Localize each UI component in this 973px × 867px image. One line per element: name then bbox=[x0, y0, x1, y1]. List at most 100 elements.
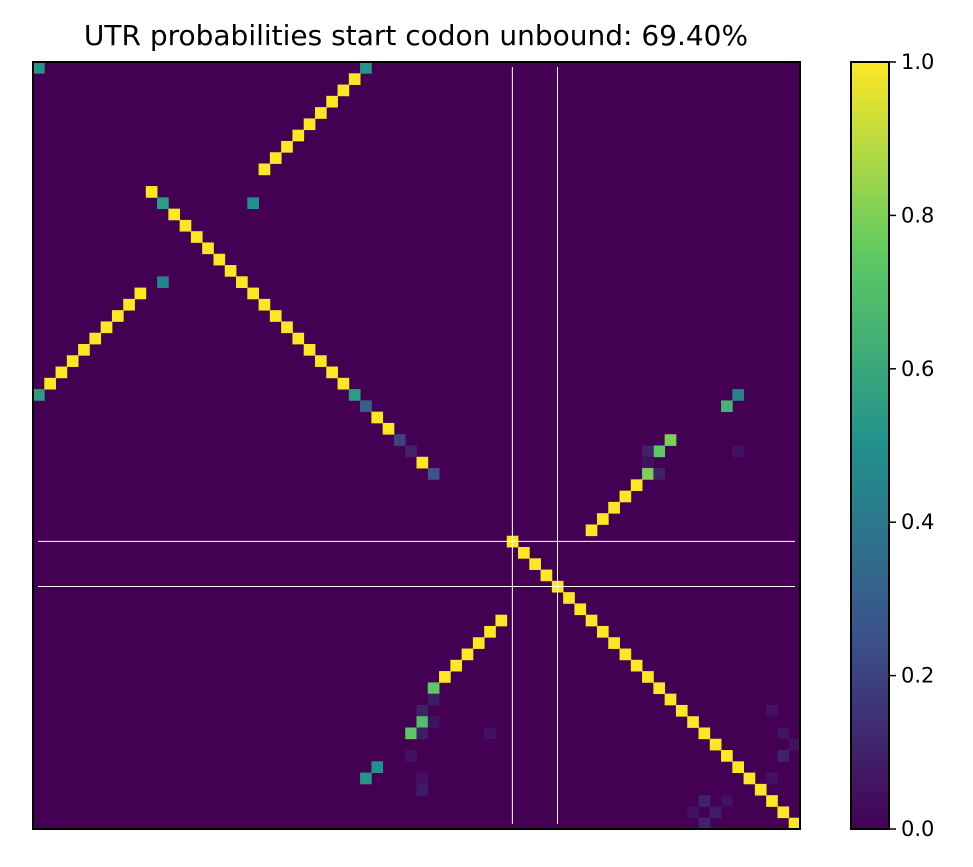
colorbar-tick-label: 0.6 bbox=[901, 357, 934, 381]
heatmap-cell bbox=[292, 129, 305, 142]
heatmap-cell bbox=[630, 659, 643, 672]
heatmap-cell bbox=[721, 400, 733, 413]
colorbar-tick-label: 1.0 bbox=[901, 50, 934, 74]
heatmap-cell bbox=[642, 468, 654, 480]
heatmap-cell bbox=[608, 637, 620, 649]
heatmap-cell bbox=[709, 738, 722, 751]
heatmap-cell bbox=[709, 806, 722, 819]
heatmap-cell bbox=[360, 62, 372, 74]
heatmap-cell bbox=[653, 468, 666, 480]
heatmap-cell bbox=[427, 682, 440, 695]
heatmap-cell bbox=[100, 321, 113, 334]
heatmap-cell bbox=[427, 468, 440, 480]
heatmap-cell bbox=[653, 445, 666, 458]
heatmap-cell bbox=[281, 140, 293, 153]
heatmap-cell bbox=[529, 558, 541, 570]
heatmap-cell bbox=[314, 107, 327, 119]
heatmap-cell bbox=[405, 750, 417, 762]
guide-lines bbox=[38, 67, 795, 824]
heatmap-cell bbox=[574, 603, 587, 616]
chart-title: UTR probabilities start codon unbound: 6… bbox=[84, 19, 748, 52]
heatmap-cell bbox=[405, 727, 417, 740]
heatmap-cell bbox=[314, 355, 327, 367]
heatmap-cell bbox=[495, 614, 508, 627]
heatmap-cell bbox=[732, 445, 744, 458]
heatmap-cell bbox=[732, 761, 744, 773]
heatmap-cell bbox=[788, 738, 801, 751]
heatmap-cell bbox=[405, 445, 417, 458]
heatmap-cell bbox=[585, 614, 598, 627]
heatmap-cell bbox=[303, 118, 316, 131]
heatmap-cell bbox=[518, 547, 530, 559]
heatmap-cell bbox=[777, 806, 790, 819]
heatmap-cell bbox=[145, 186, 158, 198]
heatmap-cell bbox=[269, 310, 282, 322]
heatmap-cell bbox=[157, 197, 169, 210]
heatmap-cell bbox=[168, 208, 181, 221]
heatmap-cell bbox=[698, 727, 711, 740]
heatmap-cell bbox=[213, 253, 226, 266]
colorbar: 0.0 0.2 0.4 0.6 0.8 1.0 bbox=[850, 50, 934, 841]
heatmap-cell bbox=[743, 772, 756, 785]
heatmap-cell bbox=[179, 219, 192, 232]
heatmap-cell bbox=[596, 513, 609, 525]
heatmap-cells bbox=[33, 62, 801, 830]
heatmap-cell bbox=[236, 276, 248, 288]
heatmap-cell bbox=[157, 276, 169, 288]
colorbar-ticks: 0.0 0.2 0.4 0.6 0.8 1.0 bbox=[889, 50, 934, 841]
heatmap-cell bbox=[269, 152, 282, 164]
heatmap-cell bbox=[596, 625, 609, 638]
heatmap-cell bbox=[371, 411, 384, 424]
heatmap-cell bbox=[258, 163, 271, 176]
heatmap-cell bbox=[78, 343, 90, 356]
heatmap-cell bbox=[33, 62, 45, 74]
heatmap-cell bbox=[732, 389, 744, 401]
heatmap-cell bbox=[303, 343, 316, 356]
heatmap-cell bbox=[788, 817, 801, 830]
heatmap-cell bbox=[247, 287, 259, 300]
heatmap-cell bbox=[360, 772, 372, 785]
heatmap-cell bbox=[337, 84, 350, 97]
heatmap-cell bbox=[55, 366, 68, 379]
heatmap-cell bbox=[675, 704, 688, 717]
heatmap-cell bbox=[337, 377, 350, 390]
heatmap-cell bbox=[202, 242, 214, 255]
heatmap-cell bbox=[642, 671, 654, 683]
heatmap-cell bbox=[766, 772, 778, 785]
heatmap-cell bbox=[326, 366, 338, 379]
heatmap-cell bbox=[563, 592, 575, 604]
heatmap-cell bbox=[190, 231, 203, 243]
heatmap-cell bbox=[630, 479, 643, 492]
heatmap-cell bbox=[450, 659, 463, 672]
heatmap-cell bbox=[111, 310, 124, 322]
colorbar-tick-label: 0.8 bbox=[901, 203, 934, 227]
heatmap-cell bbox=[416, 727, 429, 740]
heatmap-cell bbox=[416, 456, 429, 469]
heatmap-cell bbox=[292, 332, 305, 345]
heatmap-cell bbox=[472, 637, 485, 649]
heatmap-cell bbox=[721, 750, 733, 762]
heatmap-cell bbox=[608, 501, 620, 514]
heatmap-cell bbox=[348, 389, 361, 401]
heatmap-cell bbox=[416, 716, 429, 728]
heatmap-cell bbox=[585, 524, 598, 537]
heatmap-cell bbox=[642, 456, 654, 469]
heatmap-cell bbox=[642, 445, 654, 458]
heatmap-cell bbox=[766, 704, 778, 717]
heatmap-cell bbox=[247, 197, 259, 210]
heatmap-cell bbox=[393, 434, 406, 446]
heatmap-cell bbox=[416, 704, 429, 717]
heatmap-cell bbox=[777, 750, 790, 762]
heatmap-cell bbox=[484, 727, 496, 740]
heatmap-cell bbox=[134, 287, 147, 300]
heatmap-cell bbox=[427, 716, 440, 728]
heatmap-cell bbox=[721, 795, 733, 807]
heatmap-cell bbox=[371, 761, 384, 773]
heatmap-cell bbox=[653, 682, 666, 695]
colorbar-frame bbox=[850, 61, 890, 830]
heatmap-cell bbox=[44, 377, 56, 390]
heatmap-cell bbox=[664, 434, 677, 446]
heatmap-cell bbox=[698, 817, 711, 830]
heatmap-cell bbox=[382, 422, 395, 435]
